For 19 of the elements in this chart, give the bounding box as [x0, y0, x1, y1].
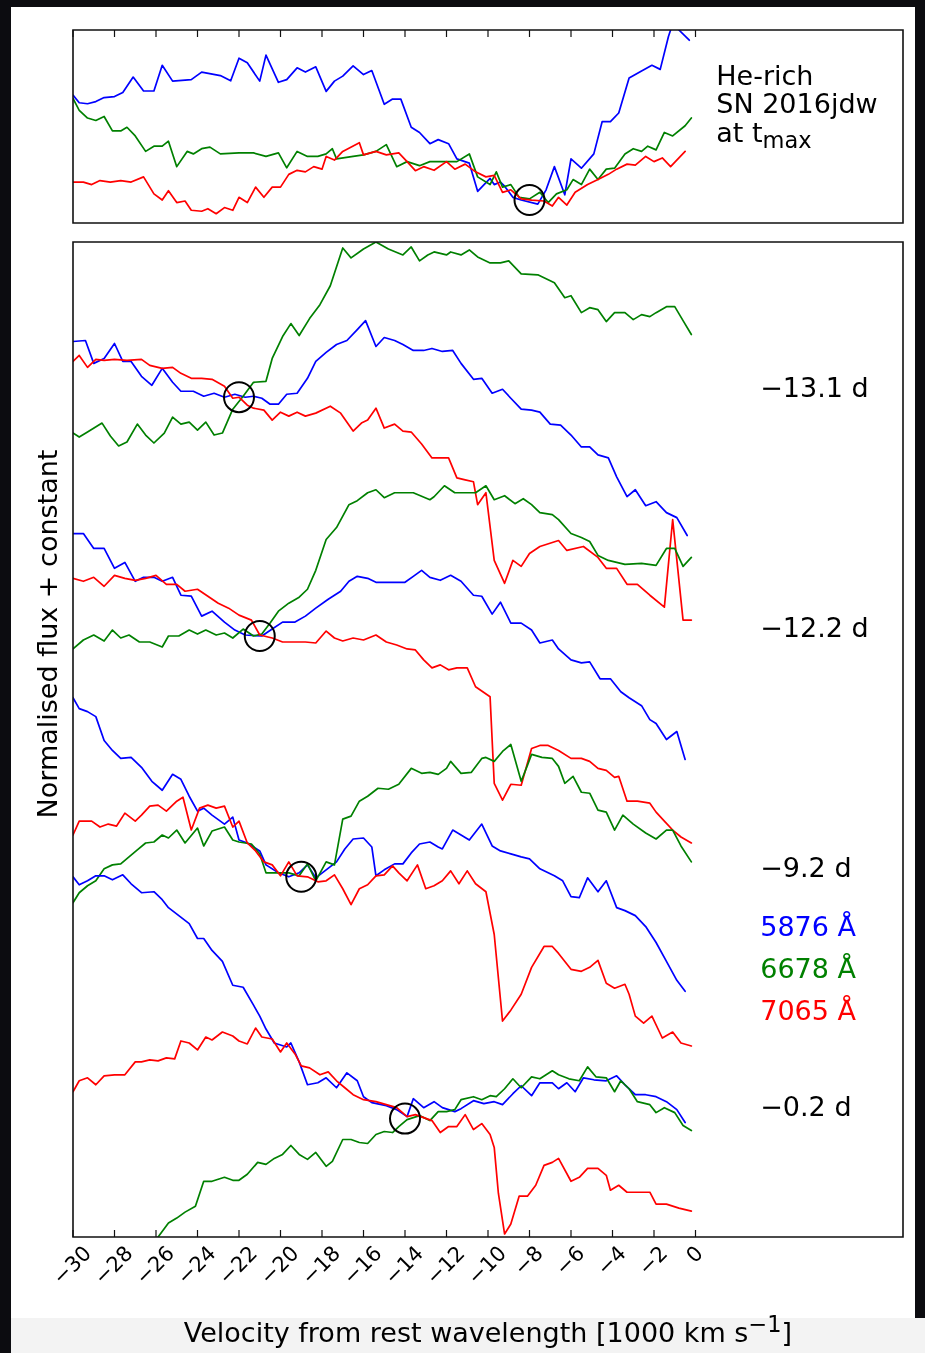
- x-tick-label: −6: [550, 1241, 590, 1280]
- point: [243, 620, 276, 653]
- text: 5876 Å: [760, 910, 856, 942]
- annotation: −13.1 d: [760, 371, 869, 403]
- point: [285, 860, 318, 893]
- annotation: −0.2 d: [760, 1091, 852, 1123]
- x-tick-label: −2: [633, 1241, 673, 1280]
- y-axis-title: Normalised flux + constant: [32, 449, 63, 818]
- annotation: −12.2 d: [760, 611, 869, 643]
- annotation: He-rich: [716, 59, 814, 91]
- text: 6678 Å: [760, 952, 856, 984]
- annotation: −9.2 d: [760, 851, 852, 883]
- x-tick-label: −8: [508, 1241, 548, 1280]
- x-axis-title: Velocity from rest wavelength [1000 km s$^{−1}$]: [183, 1309, 793, 1348]
- point: [223, 381, 255, 414]
- x-tick-label: −4: [591, 1241, 631, 1280]
- x-tick-label: 0: [681, 1241, 708, 1268]
- text: 7065 Å: [760, 994, 856, 1026]
- point: [389, 1102, 421, 1135]
